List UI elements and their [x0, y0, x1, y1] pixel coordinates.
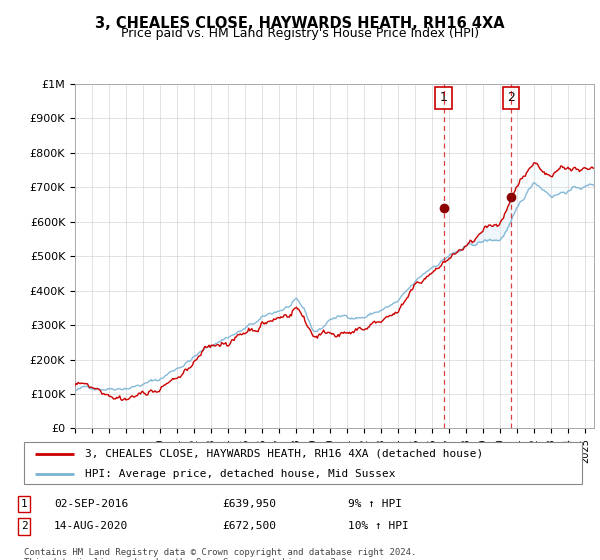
Text: £639,950: £639,950 — [222, 499, 276, 509]
Text: 1: 1 — [440, 91, 448, 104]
Text: 9% ↑ HPI: 9% ↑ HPI — [348, 499, 402, 509]
Text: 1: 1 — [20, 499, 28, 509]
Text: 02-SEP-2016: 02-SEP-2016 — [54, 499, 128, 509]
Text: Contains HM Land Registry data © Crown copyright and database right 2024.
This d: Contains HM Land Registry data © Crown c… — [24, 548, 416, 560]
Text: 14-AUG-2020: 14-AUG-2020 — [54, 521, 128, 531]
Text: 3, CHEALES CLOSE, HAYWARDS HEATH, RH16 4XA (detached house): 3, CHEALES CLOSE, HAYWARDS HEATH, RH16 4… — [85, 449, 484, 459]
Text: 3, CHEALES CLOSE, HAYWARDS HEATH, RH16 4XA: 3, CHEALES CLOSE, HAYWARDS HEATH, RH16 4… — [95, 16, 505, 31]
Text: HPI: Average price, detached house, Mid Sussex: HPI: Average price, detached house, Mid … — [85, 469, 396, 479]
Text: Price paid vs. HM Land Registry's House Price Index (HPI): Price paid vs. HM Land Registry's House … — [121, 27, 479, 40]
Text: 2: 2 — [20, 521, 28, 531]
Text: £672,500: £672,500 — [222, 521, 276, 531]
Text: 2: 2 — [507, 91, 515, 104]
Text: 10% ↑ HPI: 10% ↑ HPI — [348, 521, 409, 531]
